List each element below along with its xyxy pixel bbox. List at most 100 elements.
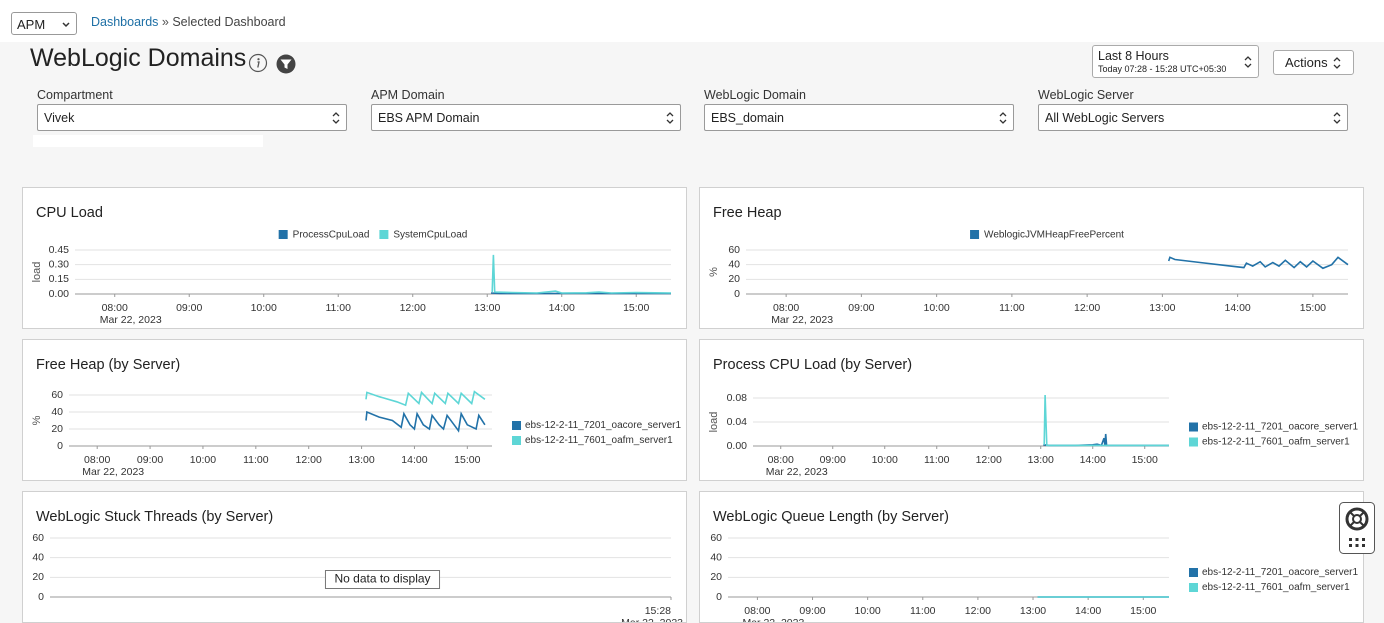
updown-icon (999, 111, 1007, 124)
chart: Free Heap% 0 20 40 60 08:00 09:00 10:00 11:00 12:… (708, 205, 1349, 326)
chart-title: WebLogic Queue Length (by Server) (713, 509, 949, 525)
x-tick-label: 12:00 (400, 302, 426, 314)
y-tick-label: 0.08 (727, 392, 748, 404)
x-tick-label: 12:00 (976, 454, 1002, 466)
chart: Process CPU Load (by Server) load 0.00 0.04… (708, 357, 1359, 478)
x-date-label: Mar 22, 2023 (100, 314, 162, 326)
updown-icon (1333, 111, 1341, 124)
series-line (365, 410, 486, 433)
y-tick-label: 0.15 (49, 273, 70, 285)
x-tick-label: 09:00 (799, 605, 825, 617)
filter-select[interactable]: Vivek (37, 104, 347, 131)
app-select[interactable]: APM (11, 12, 77, 35)
y-tick-label: 0 (734, 288, 740, 300)
y-tick-label: 0 (716, 591, 722, 603)
filter-label: WebLogic Domain (704, 88, 806, 102)
time-range-select[interactable]: Last 8 Hours Today 07:28 - 15:28 UTC+05:… (1092, 45, 1259, 78)
filter-select[interactable]: All WebLogic Servers (1038, 104, 1348, 131)
x-tick-label: 14:00 (1224, 302, 1250, 314)
updown-icon (1244, 55, 1252, 68)
x-tick-label: 10:00 (251, 302, 277, 314)
actions-button[interactable]: Actions (1273, 50, 1354, 75)
x-tick-label: 14:00 (1080, 454, 1106, 466)
series-line (1043, 433, 1169, 447)
series-line (1043, 394, 1169, 447)
x-tick-label: 11:00 (924, 454, 950, 466)
x-tick-label: 13:00 (1149, 302, 1175, 314)
help-widget[interactable] (1339, 502, 1375, 554)
filter-label: WebLogic Server (1038, 88, 1134, 102)
chevron (332, 111, 340, 124)
chart: CPU Load load 0.00 0.15 0.30 0.45 08:00 09:00 10… (31, 205, 672, 326)
filter-hint (33, 135, 263, 147)
actions-label: Actions (1285, 55, 1328, 70)
y-tick-label: 0 (38, 591, 44, 603)
y-tick-label: 0.00 (727, 440, 748, 452)
y-axis-label: load (708, 412, 720, 433)
breadcrumb-separator: » (161, 15, 169, 29)
y-tick-label: 60 (710, 532, 722, 544)
legend-swatch (1189, 568, 1198, 577)
x-tick-label: 13:00 (348, 454, 374, 466)
breadcrumb-link[interactable]: Dashboards (91, 15, 159, 29)
y-axis-label: % (708, 267, 720, 277)
title-icons (248, 53, 296, 74)
x-tick-label: 13:00 (1020, 605, 1046, 617)
x-tick-label: 10:00 (872, 454, 898, 466)
x-tick-label: 10:00 (923, 302, 949, 314)
updown-icon (1333, 56, 1341, 69)
x-tick-label: 13:00 (474, 302, 500, 314)
chart-title: CPU Load (36, 205, 103, 221)
legend-label: ebs-12-2-11_7201_oacore_server1 (1202, 422, 1358, 433)
filter-select[interactable]: EBS APM Domain (371, 104, 681, 131)
x-tick-label: 15:00 (1132, 454, 1158, 466)
x-tick-label: 08:00 (102, 302, 128, 314)
app-select-value: APM (17, 17, 46, 32)
x-tick-label: 15:28 (645, 605, 671, 617)
x-tick-label: 08:00 (773, 302, 799, 314)
filter-select[interactable]: EBS_domain (704, 104, 1014, 131)
chevron (1333, 111, 1341, 124)
legend-swatch (379, 230, 389, 239)
chart: Free Heap (by Server)% 0 20 40 60 08:00 09:00 1… (31, 357, 682, 478)
x-tick-label: 08:00 (84, 454, 110, 466)
x-tick-label: 15:00 (1300, 302, 1326, 314)
y-tick-label: 0.04 (727, 416, 748, 428)
time-range-label: Last 8 Hours (1098, 49, 1169, 63)
time-range-detail: Today 07:28 - 15:28 UTC+05:30 (1098, 64, 1227, 74)
page-title: WebLogic Domains (30, 44, 247, 72)
legend-swatch (512, 421, 521, 430)
filter-label: APM Domain (371, 88, 445, 102)
legend-swatch (970, 230, 980, 239)
chart-panel: Process CPU Load (by Server) load 0.00 0.04… (699, 339, 1364, 481)
legend-swatch (1189, 583, 1198, 592)
x-tick-label: 08:00 (744, 605, 770, 617)
filter-value: EBS APM Domain (378, 111, 480, 125)
dropdown-icon (62, 21, 70, 27)
legend-label: ebs-12-2-11_7601_oafm_server1 (1202, 437, 1350, 448)
x-tick-label: 14:00 (1075, 605, 1101, 617)
x-tick-label: 15:00 (623, 302, 649, 314)
chart-panel: WebLogic Queue Length (by Server) 0 20 40 60… (699, 491, 1364, 623)
chart-title: Process CPU Load (by Server) (713, 357, 912, 373)
chart-panel: Free Heap% 0 20 40 60 08:00 09:00 10:00 11:00 12:… (699, 187, 1364, 329)
x-tick-label: 12:00 (1074, 302, 1100, 314)
x-tick-label: 15:00 (454, 454, 480, 466)
info-icon[interactable] (248, 53, 268, 73)
x-tick-label: 12:00 (296, 454, 322, 466)
breadcrumb: Dashboards » Selected Dashboard (91, 15, 286, 29)
x-tick-label: 09:00 (848, 302, 874, 314)
chart-panel: Free Heap (by Server)% 0 20 40 60 08:00 09:00 1… (22, 339, 687, 481)
x-date-label: Mar 22, 2023 (742, 617, 804, 622)
legend-label: ebs-12-2-11_7601_oafm_server1 (1202, 582, 1350, 593)
legend-label: SystemCpuLoad (393, 230, 467, 241)
x-tick-label: 11:00 (999, 302, 1025, 314)
breadcrumb-current: Selected Dashboard (172, 15, 286, 29)
chevron (999, 111, 1007, 124)
x-date-label: Mar 22, 2023 (621, 617, 683, 622)
legend-label: ebs-12-2-11_7201_oacore_server1 (1202, 567, 1358, 578)
chart-title: Free Heap (713, 205, 782, 221)
x-tick-label: 09:00 (137, 454, 163, 466)
chart-panel: WebLogic Stuck Threads (by Server) 0 20 40 6… (22, 491, 687, 623)
